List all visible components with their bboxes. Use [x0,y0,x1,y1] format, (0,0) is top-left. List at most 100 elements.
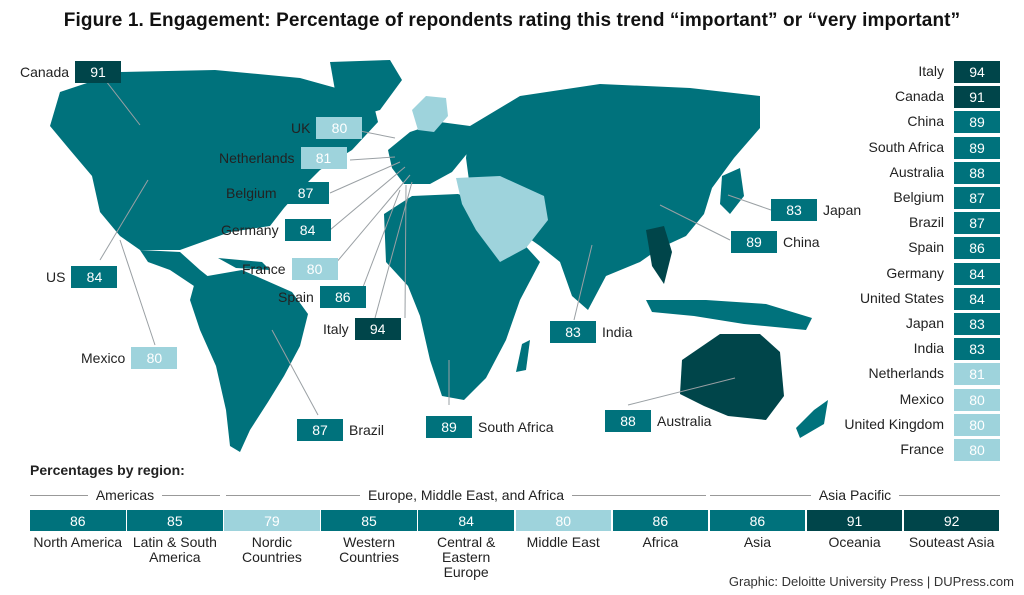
region-label-middle-east: Middle East [526,534,600,550]
ranking-value-spain: 86 [954,237,1000,260]
ranking-label-australia: Australia [889,163,944,180]
region-group-label: Asia Pacific [818,487,892,503]
region-bar-africa: 86 [612,510,709,531]
map-callout-label: Italy [323,321,349,337]
map-callout-value: 80 [316,117,363,139]
map-callout-south-africa: 89 South Africa [426,416,554,438]
ranking-value-united-kingdom: 80 [954,413,1000,436]
map-callout-belgium: Belgium 87 [226,182,329,204]
ranking-label-united-states: United States [859,289,944,306]
map-callout-value: 83 [771,199,817,221]
ranking-value-japan: 83 [954,313,1000,335]
map-callout-value: 86 [319,286,366,308]
ranking-value-germany: 84 [954,262,1000,285]
map-callout-label: South Africa [478,419,554,435]
japan-shape [720,168,744,214]
map-callout-mexico: Mexico 80 [81,347,178,369]
leader-lines [98,71,772,416]
ranking-value-canada: 91 [954,86,1000,109]
map-callout-value: 81 [300,147,347,169]
map-callout-label: Netherlands [219,150,295,166]
ranking-label-japan: Japan [905,315,944,331]
ranking-label-belgium: Belgium [893,189,944,205]
ranking-label-spain: Spain [908,239,944,256]
map-callout-italy: Italy 94 [323,318,401,340]
nordic-shape [412,96,448,132]
map-callout-china: 89 China [731,231,820,253]
map-callout-value: 89 [731,231,777,253]
regions-title: Percentages by region: [30,462,185,478]
ranking-label-italy: Italy [918,63,944,79]
ranking-label-brazil: Brazil [908,214,944,231]
map-callout-label: US [46,269,66,285]
ranking-value-united-states: 84 [954,287,1000,310]
southeast-asia-shape [646,226,672,284]
region-bar-nordic-countries: 79 [224,510,320,531]
region-label-nordic-countries: Nordic Countries [241,534,302,565]
map-callout-canada: Canada 91 [20,61,122,83]
map-callout-value: 80 [131,347,178,369]
map-callout-value: 83 [550,321,596,343]
region-label-africa: Africa [642,534,679,550]
map-callout-value: 87 [282,182,329,204]
map-callout-brazil: 87 Brazil [297,419,384,441]
region-group-label: Americas [95,487,155,503]
region-bar-souteast-asia: 92 [903,510,1000,531]
ranking-value-australia: 88 [954,161,1000,184]
region-bar-central-eastern-europe: 84 [418,510,514,531]
ranking-value-brazil: 87 [954,212,1000,235]
region-group-label: Europe, Middle East, and Africa [367,487,565,503]
region-label-western-countries: Western Countries [339,534,399,565]
ranking-label-germany: Germany [886,264,944,281]
map-callout-value: 84 [284,219,331,241]
new-zealand-shape [796,400,828,438]
map-callout-label: Australia [657,413,712,429]
region-label-souteast-asia: Souteast Asia [908,534,995,550]
ranking-label-south-africa: South Africa [868,138,945,155]
region-label-asia: Asia [743,534,772,550]
indonesia-shape [646,300,812,330]
ranking-value-france: 80 [954,439,1000,461]
light-regions [412,96,548,262]
map-callout-netherlands: Netherlands 81 [219,147,347,169]
ranking-value-india: 83 [954,338,1000,361]
region-bar-middle-east: 80 [515,510,611,531]
map-callout-us: US 84 [46,266,118,288]
europe-shape [388,122,470,184]
region-bar-asia: 86 [709,510,806,531]
credit-text: Graphic: Deloitte University Press | DUP… [728,574,1014,589]
map-callout-germany: Germany 84 [221,219,331,241]
ranking-label-china: China [907,113,944,130]
map-callout-label: France [242,261,286,277]
map-callout-label: Germany [221,222,279,238]
map-callout-value: 87 [297,419,343,441]
map-callout-label: Spain [278,289,314,305]
region-group-europe-middle-east-and-africa: Europe, Middle East, and Africa [226,486,707,504]
map-callout-label: Canada [20,64,70,80]
caribbean-shape [218,258,270,270]
ranking-label-united-kingdom: United Kingdom [844,415,944,432]
map-callout-value: 94 [354,318,401,340]
region-label-latin-south-america: Latin & South America [132,534,217,565]
south-america-shape [190,270,308,452]
map-callout-value: 88 [605,410,651,432]
map-callout-label: Brazil [349,422,385,438]
map-callout-spain: Spain 86 [278,286,366,308]
ranking-label-mexico: Mexico [899,390,944,407]
map-callout-france: France 80 [242,258,338,280]
region-label-north-america: North America [33,534,123,550]
region-label-oceania: Oceania [828,534,881,550]
ranking-label-netherlands: Netherlands [868,365,945,382]
map-callout-label: UK [291,120,311,136]
ranking-label-france: France [900,441,944,457]
ranking-value-italy: 94 [954,61,1000,83]
madagascar-shape [516,340,530,372]
map-callout-value: 89 [426,416,472,438]
chart-title: Figure 1. Engagement: Percentage of repo… [63,10,961,31]
map-callout-label: Mexico [81,350,126,366]
australia-shape [680,334,784,420]
region-label-central-eastern-europe: Central & Eastern Europe [436,534,496,580]
middle-east-shape [456,176,548,262]
ranking-label-india: India [913,340,944,357]
region-bar-latin-south-america: 85 [127,510,223,531]
